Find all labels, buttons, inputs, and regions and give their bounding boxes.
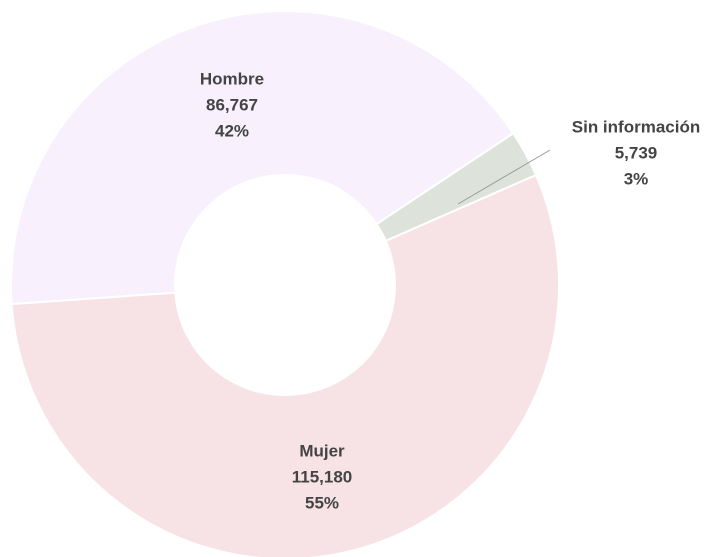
percent-label: 55% bbox=[305, 493, 339, 512]
percent-label: 42% bbox=[215, 121, 249, 140]
value-label: 5,739 bbox=[615, 143, 658, 162]
value-label: 86,767 bbox=[206, 95, 258, 114]
slice-label: Sin información bbox=[572, 117, 700, 136]
percent-label: 3% bbox=[624, 169, 649, 188]
value-label: 115,180 bbox=[292, 467, 353, 486]
leader-line bbox=[457, 149, 551, 205]
slice bbox=[10, 173, 560, 557]
slice bbox=[10, 10, 515, 306]
slice-label: Mujer bbox=[299, 441, 345, 460]
slice-label: Hombre bbox=[200, 69, 264, 88]
